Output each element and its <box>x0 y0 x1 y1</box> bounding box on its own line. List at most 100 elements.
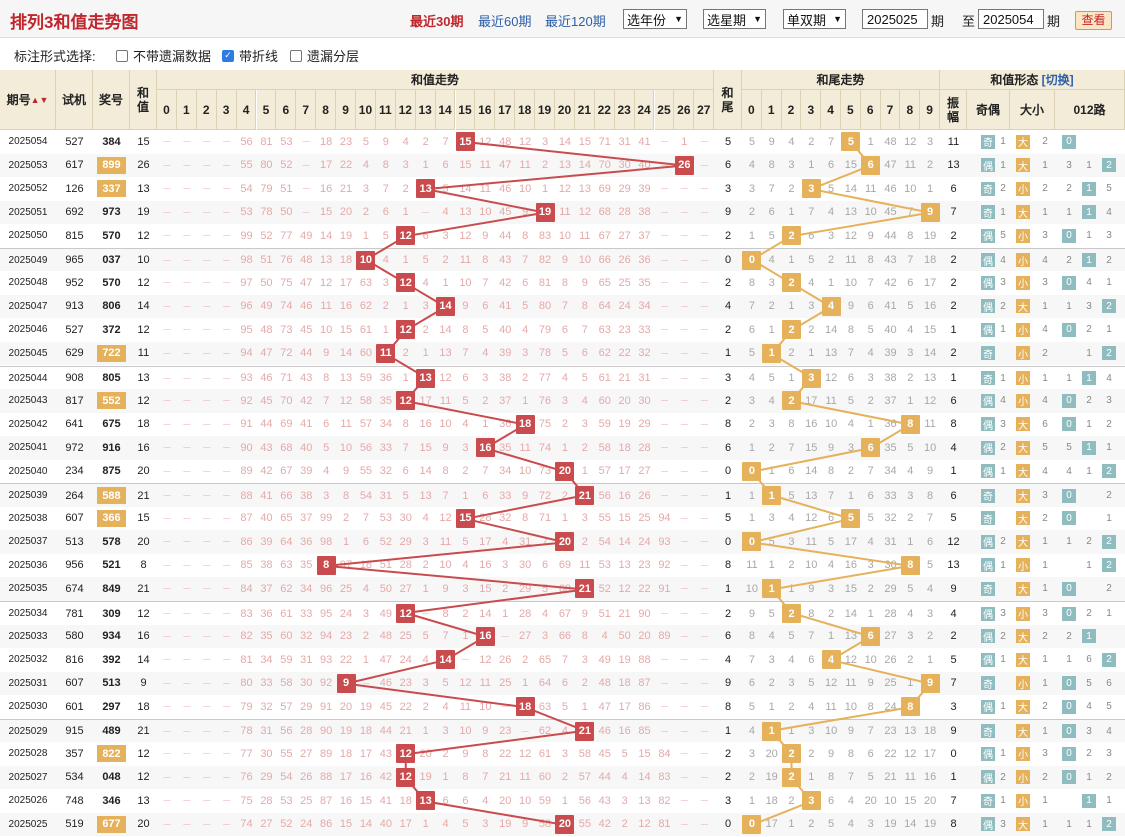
tail-value: 2 <box>724 229 732 242</box>
sum-miss-dash: — <box>680 538 688 546</box>
sum-miss-dash: — <box>203 420 211 428</box>
sum-miss-dash: — <box>680 514 688 522</box>
range-to-input[interactable]: 2025054 <box>978 9 1044 29</box>
tail-miss-value: 13 <box>824 347 838 360</box>
sum-miss-value: 15 <box>459 159 472 172</box>
parity-select[interactable]: 单双期 ▼ <box>783 9 846 29</box>
tail-miss-value: 5 <box>867 771 874 784</box>
sum-miss-value: 10 <box>519 465 532 478</box>
tail-miss-value: 4 <box>828 206 835 219</box>
tail-miss-value: 11 <box>904 159 916 172</box>
sum-miss-dash: — <box>660 208 668 216</box>
sum-miss-value: 8 <box>442 607 449 620</box>
sum-miss-value: 11 <box>439 535 452 548</box>
sum-miss-value: 35 <box>379 394 392 407</box>
sum-miss-value: 85 <box>240 559 253 572</box>
sum-miss-value: 57 <box>598 465 611 478</box>
sum-miss-value: 7 <box>581 323 588 336</box>
table-row: 2025037 513 578 20— — — —86 39 64 36 98 1 6 52 29 3 11 5 1… <box>0 530 1125 554</box>
recent-60-link[interactable]: 最近60期 <box>478 14 532 29</box>
sort-icon[interactable]: ▲▼ <box>30 94 49 105</box>
sum-miss-value: 20 <box>339 206 353 219</box>
route-miss: 3 <box>1106 230 1112 242</box>
sum-number-5: 5 <box>256 90 277 130</box>
recent-120-link[interactable]: 最近120期 <box>545 14 606 29</box>
range-from-input[interactable]: 2025025 <box>862 9 928 29</box>
tail-value: 2 <box>724 394 732 407</box>
bigsmall-miss: 3 <box>1042 608 1048 619</box>
sum-miss-dash: — <box>680 326 688 334</box>
option-polyline[interactable]: ✓ 带折线 <box>222 46 278 65</box>
trial-number: 534 <box>65 771 84 784</box>
sum-value: 16 <box>137 441 150 454</box>
tail-miss-value: 5 <box>907 582 914 595</box>
sum-hit-cell: 12 <box>396 273 416 293</box>
tail-miss-value: 7 <box>808 206 815 219</box>
sum-miss-value: 30 <box>300 677 313 690</box>
tail-miss-value: 26 <box>884 653 897 666</box>
tail-miss-value: 5 <box>907 441 914 454</box>
sum-miss-value: 60 <box>598 394 611 407</box>
tail-miss-value: 8 <box>907 229 914 242</box>
sum-number-19: 19 <box>535 90 555 130</box>
sum-miss-value: 33 <box>499 489 512 502</box>
sum-miss-dash: — <box>660 420 668 428</box>
sum-hit-cell: 14 <box>436 296 456 316</box>
sum-miss-dash: — <box>203 820 211 828</box>
sum-miss-value: 40 <box>499 323 512 336</box>
weekday-select[interactable]: 选星期 ▼ <box>703 9 766 29</box>
sum-miss-dash: — <box>660 138 668 145</box>
sum-miss-value: 25 <box>499 677 512 690</box>
tail-miss-value: 10 <box>904 182 917 195</box>
tail-number-8: 8 <box>900 90 921 130</box>
checkbox-no-miss[interactable] <box>116 49 128 62</box>
sum-miss-value: 99 <box>240 229 253 242</box>
oddeven-tag: 奇 <box>981 724 995 739</box>
recent-30-link[interactable]: 最近30期 <box>410 14 464 29</box>
tail-miss-value: 4 <box>907 465 914 478</box>
bigsmall-tag: 大 <box>1016 440 1030 455</box>
sum-miss-value: 54 <box>598 535 611 548</box>
view-button[interactable]: 查看 <box>1075 11 1112 30</box>
sum-miss-dash: — <box>461 656 469 664</box>
option-no-miss[interactable]: 不带遗漏数据 <box>116 46 211 65</box>
issue-header[interactable]: 期号 ▲▼ <box>0 70 56 130</box>
sum-miss-dash: — <box>183 750 191 758</box>
checkbox-layered[interactable] <box>290 49 302 62</box>
sum-miss-dash: — <box>700 514 708 522</box>
trial-number: 908 <box>65 372 84 384</box>
year-select[interactable]: 选年份 ▼ <box>623 9 687 29</box>
sum-miss-value: 10 <box>439 559 452 572</box>
bigsmall-tag: 大 <box>1016 134 1030 149</box>
chevron-down-icon: ▼ <box>833 14 842 24</box>
issue-number: 2025052 <box>8 183 48 195</box>
sum-miss-value: 4 <box>581 394 588 407</box>
tail-miss-value: 3 <box>788 677 795 690</box>
sum-miss-value: 18 <box>339 747 353 760</box>
tail-miss-value: 13 <box>923 372 937 384</box>
switch-link[interactable]: [切换] <box>1041 72 1074 87</box>
sum-miss-dash: — <box>163 727 171 735</box>
route-miss: 1 <box>1086 559 1092 571</box>
tail-miss-value: 12 <box>904 135 917 148</box>
tail-miss-value: 1 <box>907 677 914 690</box>
sum-miss-value: 24 <box>339 607 353 620</box>
tail-miss-value: 6 <box>867 489 874 502</box>
tail-trend-header: 和尾走势 <box>742 70 940 90</box>
table-row: 2025032 816 392 14— — — —81 34 59 31 93 22 1 47 24 4 14—… <box>0 648 1125 672</box>
sum-miss-value: 40 <box>260 512 273 525</box>
route-header: 012路 <box>1055 90 1125 130</box>
sum-miss-value: 41 <box>300 418 313 431</box>
sum-hit-cell: 21 <box>575 579 595 599</box>
sum-miss-dash: — <box>223 374 231 382</box>
range-from-suffix: 期 <box>931 14 945 29</box>
sum-miss-value: 12 <box>439 372 452 384</box>
sum-miss-dash: — <box>680 561 688 569</box>
option-layered[interactable]: 遗漏分层 <box>290 46 359 65</box>
sum-miss-dash: — <box>163 349 171 357</box>
oddeven-tag: 偶 <box>981 629 995 644</box>
sum-miss-dash: — <box>183 820 191 828</box>
sum-miss-value: 96 <box>240 300 253 313</box>
sum-miss-value: 34 <box>260 653 273 666</box>
checkbox-polyline[interactable]: ✓ <box>222 49 234 62</box>
